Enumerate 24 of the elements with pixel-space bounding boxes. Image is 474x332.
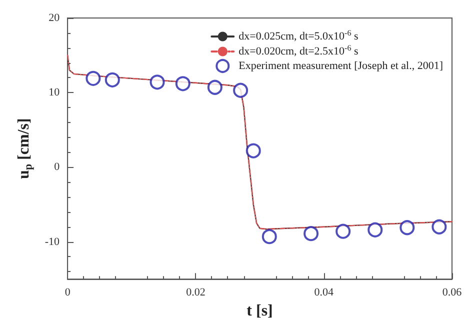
point [368,222,383,238]
y-tick-label: 10 [48,86,60,99]
point [400,220,415,236]
legend-label: Experiment measurement [Joseph et al., 2001] [238,60,444,72]
point [150,74,165,90]
y-axis-title: up [cm/s] [16,118,34,179]
point [336,224,351,239]
point [432,219,447,234]
point [233,82,248,98]
point [304,226,319,242]
point [86,70,101,86]
x-tick-label: 0 [64,286,71,299]
point [246,143,261,158]
point [175,76,190,92]
y-tick-label: -10 [44,236,60,248]
x-axis-title: t [s] [246,302,273,320]
x-tick-label: 0.04 [314,286,334,299]
y-tick-label: 20 [48,12,60,24]
point [207,80,222,95]
x-tick-label: 0.06 [442,286,462,299]
x-tick-label: 0.02 [186,286,206,299]
point [262,229,277,244]
point [104,72,120,88]
y-tick-label: 0 [54,161,60,174]
